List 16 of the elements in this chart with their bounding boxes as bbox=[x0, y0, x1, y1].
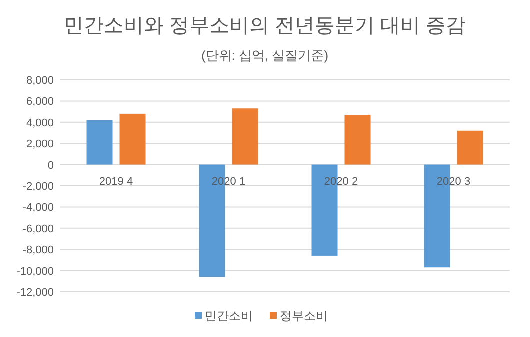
y-tick-label: 6,000 bbox=[26, 96, 54, 108]
y-tick-label: -2,000 bbox=[22, 181, 54, 193]
chart-title: 민간소비와 정부소비의 전년동분기 대비 증감 bbox=[64, 15, 466, 37]
y-tick-label: 0 bbox=[48, 160, 54, 172]
y-tick-label: -8,000 bbox=[22, 244, 54, 257]
y-tick-label: -6,000 bbox=[22, 223, 54, 236]
x-tick-label: 2019 4 bbox=[99, 176, 134, 188]
legend-label: 민간소비 bbox=[205, 309, 253, 323]
y-tick-label: -12,000 bbox=[16, 287, 54, 299]
legend-label: 정부소비 bbox=[280, 309, 328, 323]
y-tick-label: -10,000 bbox=[16, 266, 54, 278]
y-tick-label: 8,000 bbox=[26, 75, 54, 87]
chart-subtitle: (단위: 십억, 실질기준) bbox=[201, 48, 329, 63]
y-tick-label: -4,000 bbox=[22, 202, 54, 214]
y-tick-label: 4,000 bbox=[26, 117, 54, 130]
y-tick-label: 2,000 bbox=[26, 138, 54, 151]
